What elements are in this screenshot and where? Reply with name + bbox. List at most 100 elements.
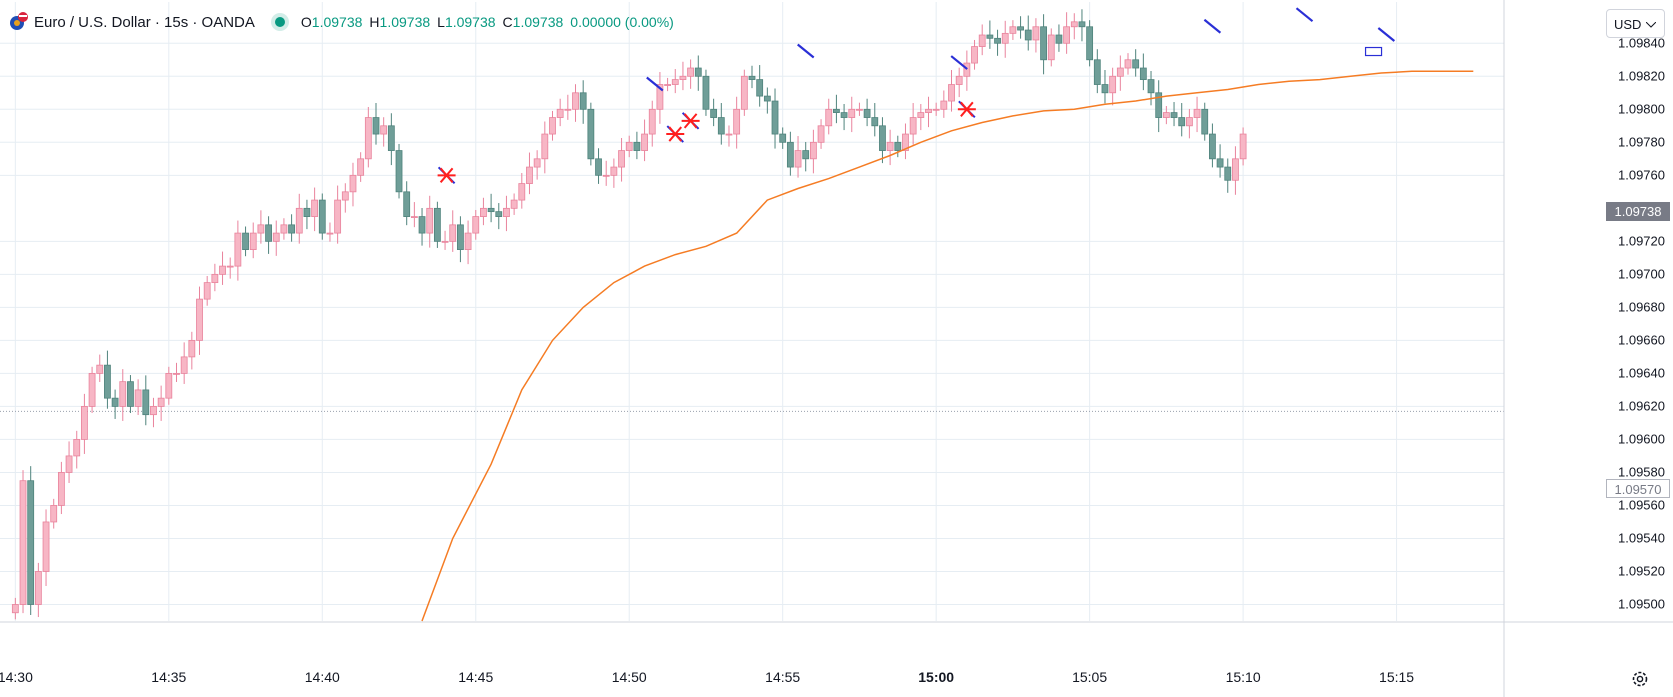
time-axis-label: 14:45 — [458, 669, 493, 685]
candle-body — [856, 108, 863, 111]
candle-body — [917, 112, 925, 118]
candle-body — [173, 372, 180, 375]
candle-body — [395, 150, 403, 193]
candle-body — [1017, 26, 1024, 31]
gear-icon[interactable] — [1630, 669, 1650, 689]
time-axis-label: 15:15 — [1379, 669, 1414, 685]
currency-button[interactable]: USD — [1606, 9, 1665, 38]
candle-body — [710, 108, 718, 118]
last-price-label: 1.09738 — [1606, 202, 1670, 222]
candle-body — [794, 150, 802, 168]
candle-body — [694, 67, 702, 77]
candle-body — [648, 108, 656, 135]
candle-body — [879, 125, 886, 151]
candle-body — [894, 141, 902, 151]
candle-body — [1132, 59, 1140, 69]
signal-star-red — [957, 101, 976, 117]
candle-body — [50, 505, 58, 523]
candle-body — [671, 79, 679, 85]
candle-body — [664, 84, 671, 86]
candle-body — [848, 108, 856, 118]
candle-body — [756, 79, 764, 97]
candle-body — [1139, 67, 1147, 80]
time-axis-label: 14:30 — [0, 669, 33, 685]
candle-body — [1009, 26, 1017, 34]
candle-body — [472, 216, 480, 234]
candle-body — [157, 397, 165, 407]
chevron-down-icon — [1646, 22, 1656, 28]
candle-body — [387, 125, 395, 151]
candle-body — [96, 364, 104, 374]
currency-button-label: USD — [1614, 17, 1642, 32]
candle-body — [633, 141, 641, 151]
candle-body — [127, 381, 134, 407]
candle-body — [219, 265, 226, 275]
candle-body — [403, 191, 411, 217]
candle-body — [487, 207, 495, 213]
candle-body — [1201, 108, 1209, 135]
candle-body — [134, 389, 142, 407]
candle-body — [249, 232, 257, 251]
candle-body — [295, 207, 303, 234]
candle-body — [1170, 112, 1178, 118]
candle-body — [1040, 26, 1047, 61]
candle-body — [687, 67, 695, 77]
ohlc-open-value: 1.09738 — [311, 14, 363, 30]
candle-body — [303, 207, 311, 217]
candle-body — [495, 211, 503, 217]
candle-body — [1063, 26, 1071, 44]
candle-body — [610, 166, 618, 176]
ohlc-close-key: C — [502, 14, 513, 30]
candle-body — [111, 397, 119, 407]
signal-dash-blue — [1295, 7, 1314, 23]
candle-body — [418, 216, 426, 234]
candle-body — [602, 174, 610, 177]
candle-body — [925, 108, 932, 113]
candle-body — [579, 92, 587, 110]
candle-body — [717, 117, 725, 135]
time-axis-label: 14:55 — [765, 669, 800, 685]
crosshair-price-label: 1.09570 — [1606, 479, 1670, 499]
candle-body — [963, 62, 971, 77]
candle-body — [326, 232, 334, 235]
candle-body — [771, 100, 779, 135]
symbol-flag-icon — [8, 11, 30, 33]
candle-body — [1193, 108, 1201, 118]
price-axis-label: 1.09680 — [1618, 299, 1665, 314]
signal-dash-blue — [1203, 18, 1222, 34]
signal-star-red — [681, 113, 700, 129]
candle-body — [564, 108, 572, 111]
candle-body — [196, 298, 203, 341]
candle-body — [1109, 75, 1117, 94]
candle-body — [272, 232, 280, 242]
candle-body — [641, 133, 648, 151]
candle-body — [1178, 117, 1186, 127]
ohlc-change-value: 0.00000 (0.00%) — [570, 14, 674, 30]
candle-body — [81, 406, 88, 440]
candle-body — [556, 108, 564, 118]
signal-star-red — [437, 167, 456, 183]
candle-body — [833, 108, 840, 113]
signal-star-red — [666, 126, 685, 142]
candle-body — [334, 199, 342, 234]
candle-body — [871, 117, 879, 127]
candle-body — [955, 75, 963, 85]
ohlc-close-value: 1.09738 — [512, 14, 564, 30]
market-status-icon — [274, 17, 285, 27]
price-axis-label: 1.09640 — [1618, 365, 1665, 380]
candle-body — [119, 381, 127, 407]
candle-body — [318, 199, 326, 234]
candle-body — [1185, 117, 1193, 127]
candle-body — [748, 75, 756, 80]
candle-body — [1086, 26, 1094, 61]
candle-body — [994, 37, 1001, 44]
moving-average-line — [421, 70, 1474, 622]
symbol-title[interactable]: Euro / U.S. Dollar · 15s · OANDA — [34, 13, 255, 31]
signal-dash-blue — [646, 76, 664, 92]
candle-body — [19, 480, 27, 605]
price-axis-label: 1.09760 — [1618, 167, 1665, 182]
candle-body — [817, 125, 825, 143]
candle-body — [986, 34, 994, 39]
candle-body — [932, 108, 940, 111]
